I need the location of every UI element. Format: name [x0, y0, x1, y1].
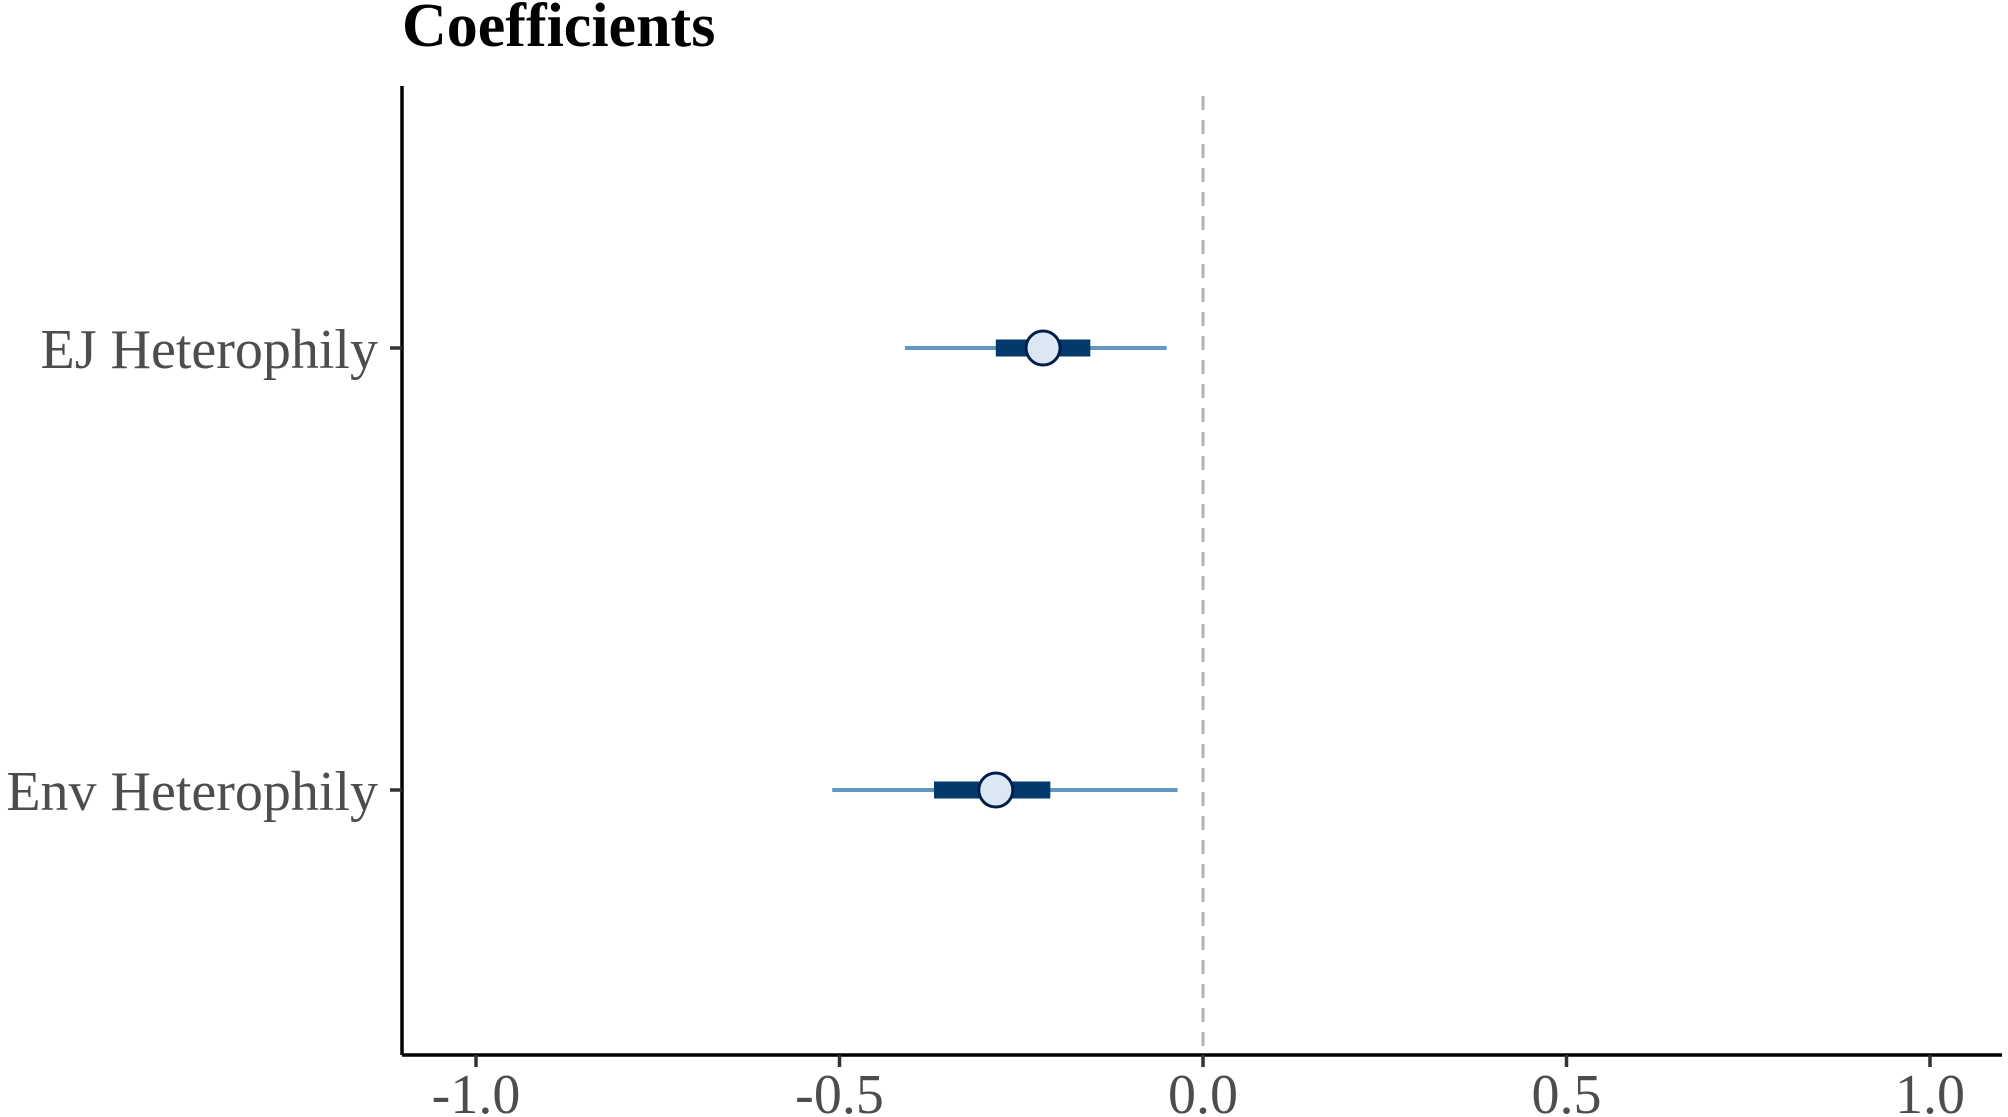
y-tick-label: Env Heterophily — [6, 761, 378, 823]
x-tick-label: 1.0 — [1895, 1064, 1965, 1117]
point-estimate — [977, 771, 1015, 809]
point-estimate — [1024, 329, 1062, 367]
y-tick-label: EJ Heterophily — [41, 319, 378, 381]
x-tick-label: -0.5 — [795, 1064, 884, 1117]
x-tick-label: 0.5 — [1532, 1064, 1602, 1117]
chart-title: Coefficients — [402, 0, 715, 60]
x-tick-label: -1.0 — [432, 1064, 521, 1117]
x-tick-label: 0.0 — [1168, 1064, 1238, 1117]
plot-area: -1.0 -0.5 0.0 0.5 1.0 EJ Heterophily Env Heter… — [6, 86, 2002, 1117]
